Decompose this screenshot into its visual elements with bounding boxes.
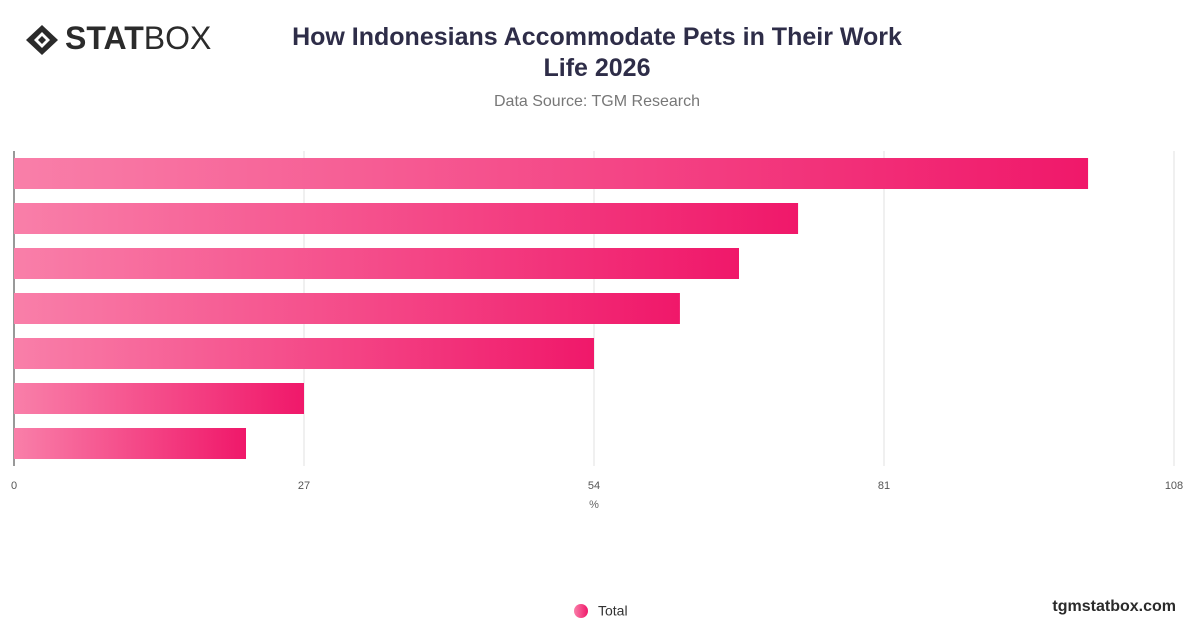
bar xyxy=(14,338,594,369)
x-tick-label: 54 xyxy=(588,480,600,492)
x-axis-label: % xyxy=(589,499,599,511)
footer: tgmstatbox.com xyxy=(1052,598,1176,615)
x-tick-label: 0 xyxy=(11,480,17,492)
logo-icon-core xyxy=(38,36,46,44)
x-tick-label: 81 xyxy=(878,480,890,492)
bar xyxy=(14,383,304,414)
bar xyxy=(14,293,680,324)
logo-bold: STAT xyxy=(65,20,144,56)
logo-text: STATBOX xyxy=(65,20,211,56)
chart-title: How Indonesians Accommodate Pets in Thei… xyxy=(292,23,902,82)
bar xyxy=(14,158,1089,189)
subtitle: Data Source: TGM Research xyxy=(494,93,700,110)
logo-light: BOX xyxy=(144,20,212,56)
x-tick-label: 108 xyxy=(1165,480,1183,492)
logo: STATBOX xyxy=(26,20,211,56)
bar xyxy=(14,428,246,459)
legend-label: Total xyxy=(598,603,628,619)
bar xyxy=(14,203,799,234)
legend-marker xyxy=(574,604,588,618)
bar xyxy=(14,248,739,279)
x-tick-label: 27 xyxy=(298,480,310,492)
